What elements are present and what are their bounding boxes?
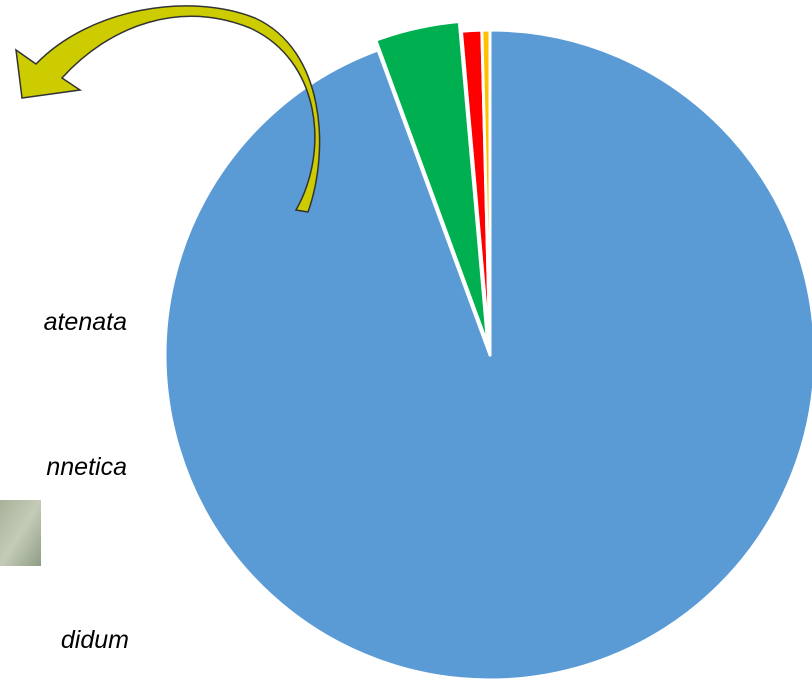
pie-slice (374, 19, 490, 347)
curved-arrow (15, 5, 321, 213)
thumbnail-image (0, 500, 41, 566)
annotation: nnetica (46, 453, 127, 481)
annotation: didum (61, 626, 129, 654)
pie-slice (480, 28, 492, 357)
annotation: atenata (44, 308, 128, 336)
pie (163, 19, 812, 682)
